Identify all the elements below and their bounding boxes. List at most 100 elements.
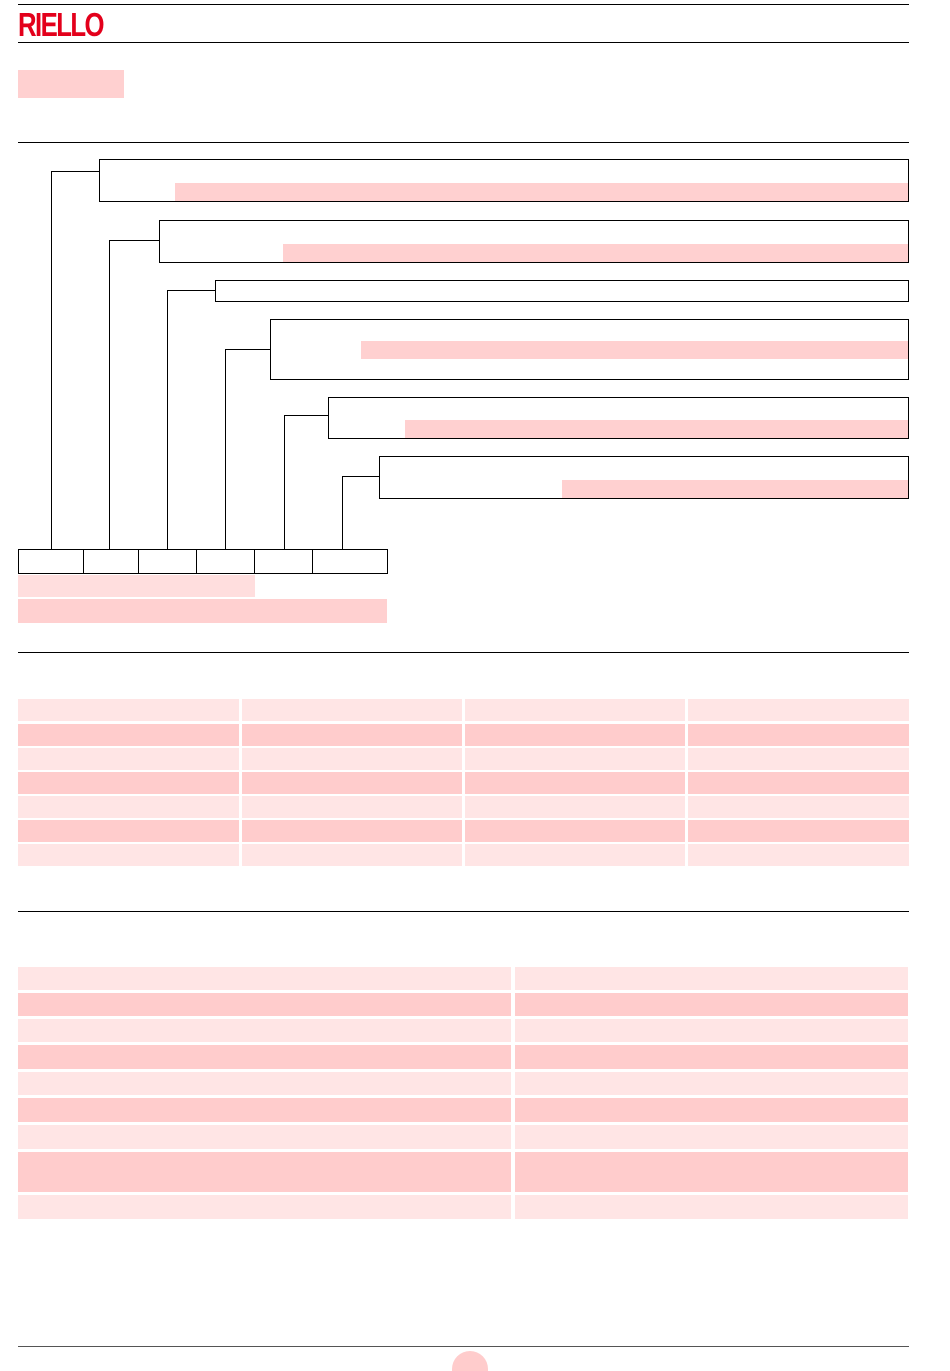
table-1-cell — [242, 699, 462, 721]
table-1-cell — [688, 748, 909, 770]
designation-box-5 — [328, 397, 909, 439]
table-2-row — [18, 1098, 908, 1122]
table-1-cell — [465, 772, 685, 794]
designation-box-6 — [379, 456, 909, 499]
connector-h-2 — [109, 240, 159, 241]
riello-logo: RIELLO — [18, 6, 105, 43]
section-divider-2 — [18, 652, 909, 653]
table-1-cell — [465, 724, 685, 746]
table-2-cell — [18, 1195, 511, 1219]
code-note-highlight-1 — [18, 575, 255, 597]
table-2-row — [18, 993, 908, 1016]
designation-box-3 — [215, 280, 909, 302]
table-2-cell — [18, 1019, 511, 1042]
connector-v-3 — [167, 290, 168, 549]
table-1-cell — [465, 844, 685, 866]
page-number-tab — [452, 1351, 488, 1371]
table-1-row — [18, 820, 909, 842]
connector-h-5 — [284, 415, 328, 416]
table-1-row — [18, 724, 909, 746]
connector-h-1 — [51, 171, 99, 172]
table-2-cell — [515, 993, 908, 1016]
table-1-cell — [688, 699, 909, 721]
table-1-cell — [18, 796, 239, 818]
table-1-cell — [242, 844, 462, 866]
designation-box-5-highlight — [405, 420, 908, 438]
table-1-cell — [242, 772, 462, 794]
code-cell-3 — [138, 549, 197, 574]
table-1-cell — [465, 820, 685, 842]
table-1-row — [18, 844, 909, 866]
section-title-highlight — [18, 70, 124, 98]
table-2-cell — [18, 1098, 511, 1122]
table-2-cell — [18, 993, 511, 1016]
table-2-row — [18, 1195, 908, 1219]
connector-v-5 — [284, 415, 285, 549]
table-2-cell — [18, 1152, 511, 1192]
table-1-cell — [465, 699, 685, 721]
table-2-row — [18, 1152, 908, 1192]
connector-v-4 — [225, 349, 226, 549]
designation-box-1 — [99, 159, 909, 202]
section-divider-3 — [18, 911, 909, 912]
table-1-cell — [688, 724, 909, 746]
table-2-cell — [515, 1125, 908, 1149]
table-1-cell — [688, 772, 909, 794]
table-1-cell — [242, 724, 462, 746]
table-1-cell — [242, 820, 462, 842]
code-cell-5 — [254, 549, 313, 574]
table-2-row — [18, 1125, 908, 1149]
table-1-cell — [242, 748, 462, 770]
table-2-cell — [515, 1019, 908, 1042]
table-1-cell — [465, 748, 685, 770]
connector-v-2 — [109, 240, 110, 549]
code-cell-4 — [196, 549, 255, 574]
table-2-cell — [18, 1045, 511, 1069]
table-2-row — [18, 1045, 908, 1069]
section-divider-1 — [18, 142, 909, 143]
table-1-cell — [18, 748, 239, 770]
header-bottom-rule — [18, 42, 909, 43]
connector-h-6 — [342, 476, 379, 477]
table-1-row — [18, 748, 909, 770]
designation-box-2 — [159, 220, 909, 263]
table-2-cell — [18, 1125, 511, 1149]
table-1-cell — [688, 820, 909, 842]
table-1-cell — [688, 844, 909, 866]
table-2-cell — [515, 1195, 908, 1219]
code-cell-1 — [18, 549, 84, 574]
connector-v-1 — [51, 171, 52, 549]
table-1-cell — [465, 796, 685, 818]
table-1-cell — [18, 844, 239, 866]
designation-box-2-highlight — [283, 244, 908, 262]
table-1-cell — [18, 699, 239, 721]
designation-box-4 — [270, 319, 909, 380]
table-2-cell — [515, 967, 908, 990]
table-2-cell — [515, 1098, 908, 1122]
designation-box-6-highlight — [562, 480, 908, 498]
table-2-row — [18, 1072, 908, 1095]
table-2-row — [18, 1019, 908, 1042]
designation-box-1-highlight — [175, 183, 908, 201]
table-1-cell — [18, 820, 239, 842]
table-2-cell — [515, 1152, 908, 1192]
connector-h-3 — [167, 290, 215, 291]
table-1-cell — [18, 772, 239, 794]
code-cell-2 — [83, 549, 139, 574]
table-2-cell — [18, 1072, 511, 1095]
header-top-rule — [18, 4, 909, 5]
connector-v-6 — [342, 476, 343, 549]
table-2-cell — [18, 967, 511, 990]
table-2-cell — [515, 1045, 908, 1069]
footer-rule — [18, 1346, 909, 1347]
designation-box-4-highlight — [361, 341, 908, 359]
connector-h-4 — [225, 349, 270, 350]
table-1-cell — [18, 724, 239, 746]
table-1-cell — [242, 796, 462, 818]
table-1-cell — [688, 796, 909, 818]
table-2-row — [18, 967, 908, 990]
code-cell-6 — [312, 549, 388, 574]
table-2-cell — [515, 1072, 908, 1095]
table-1-row — [18, 699, 909, 721]
table-1-row — [18, 772, 909, 794]
